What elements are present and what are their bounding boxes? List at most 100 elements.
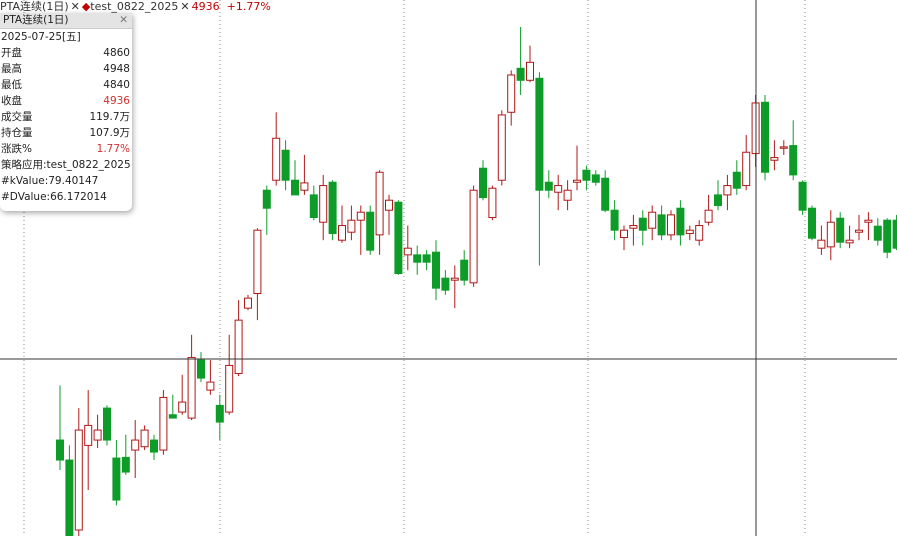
candle-body [516,67,525,81]
candle-body [488,187,497,219]
candle-body [140,429,149,448]
candle-body [281,149,290,181]
row-value: 4948 [103,63,130,75]
panel-row: 最高 4948 [0,61,132,77]
change: +1.77% [226,0,271,13]
candle-body [695,225,704,241]
row-label: 成交量 [1,111,33,123]
panel-row: 开盘 4860 [0,45,132,61]
candle-body [300,182,309,191]
candle-body [234,319,243,374]
d-value: #DValue:66.172014 [1,191,107,203]
candle-body [685,229,694,235]
row-label: 最低 [1,79,22,91]
candle-body [798,181,807,211]
candle-body [56,439,64,461]
candle-body [422,254,431,263]
candle-body [497,114,506,181]
row-value: 4936 [103,95,130,107]
row-value: 107.9万 [89,127,130,139]
candle-body [554,185,563,193]
price: 4936 [191,0,220,13]
row-value: 4840 [103,79,130,91]
panel-close[interactable]: ✕ [119,14,128,26]
candle-body [366,211,375,251]
candle-body [309,194,318,219]
close-icon[interactable]: ✕ [70,0,80,13]
date: 2025-07-25[五] [1,31,81,43]
row-label: 涨跌% [1,143,32,155]
candle-body [883,219,892,253]
candle-body [742,151,751,187]
strategy: test_0822_2025 [90,0,179,13]
candle-body [347,219,356,233]
candle-body [761,101,769,173]
candle-body [469,189,478,284]
close-icon[interactable]: ✕ [180,0,190,13]
info-panel: PTA连续(1日) ✕ 2025-07-25[五] 开盘 4860 最高 4948 最低 4… [0,13,132,211]
candle-body [620,229,628,239]
candle-body [873,225,882,241]
candle-body [526,61,534,81]
candle-body [845,239,854,244]
panel-row: 涨跌% 1.77% [0,141,132,157]
candle-body [892,219,897,249]
candle-body [582,169,591,181]
candle-body [667,214,675,236]
candle-body [65,459,74,536]
panel-row: 成交量 119.7万 [0,109,132,125]
candle-body [507,74,516,113]
candle-body [826,221,835,248]
candle-body [591,174,600,183]
candle-body [121,456,130,473]
rows: 开盘 4860 最高 4948 最低 4840 收盘 4936 成交量 119.7万持仓量 107.… [0,45,132,157]
candle-body [714,194,722,207]
candle-body [403,247,412,256]
candle-body [328,181,337,235]
candle-body [338,225,346,241]
candle-body [704,209,713,223]
candles [56,27,897,536]
k-value: #kValue:79.40147 [1,175,99,187]
candle-body [262,189,271,209]
candle-body [573,179,581,183]
candle-body [770,157,779,161]
candle-body [864,219,873,223]
candle-body [356,211,365,221]
candle-body [610,209,619,231]
strategy-line: 策略应用:test_0822_2025 [1,159,131,171]
candle-body [789,145,798,176]
candle-body [244,297,252,309]
candle-body [84,424,93,446]
candle-body [93,429,102,441]
panel-title: PTA连续(1日) [3,14,69,26]
candle-body [563,189,572,201]
candle-body [657,214,666,236]
row-label: 收盘 [1,95,22,107]
candle-body [225,364,234,413]
diamond-icon: ◆ [81,0,91,13]
candle-body [648,211,657,229]
candle-body [394,201,403,275]
candle-body [150,439,158,453]
row-value: 119.7万 [89,111,130,123]
candle-body [836,217,845,243]
symbol: PTA连续(1日) [0,0,69,13]
panel-row: 收盘 4936 [0,93,132,109]
candle-body [168,414,177,419]
candle-body [413,254,422,263]
candle-body [855,229,863,233]
row-label: 持仓量 [1,127,33,139]
candle-body [131,439,140,451]
candle-body [732,171,741,189]
panel-row: 持仓量 107.9万 [0,125,132,141]
candle-body [441,277,450,291]
candle-body [178,401,187,413]
candle-body [206,381,215,391]
row-label: 最高 [1,63,22,75]
row-value: 4860 [103,47,130,59]
candle-body [319,185,328,223]
candle-body [197,359,205,379]
candle-body [112,457,121,501]
